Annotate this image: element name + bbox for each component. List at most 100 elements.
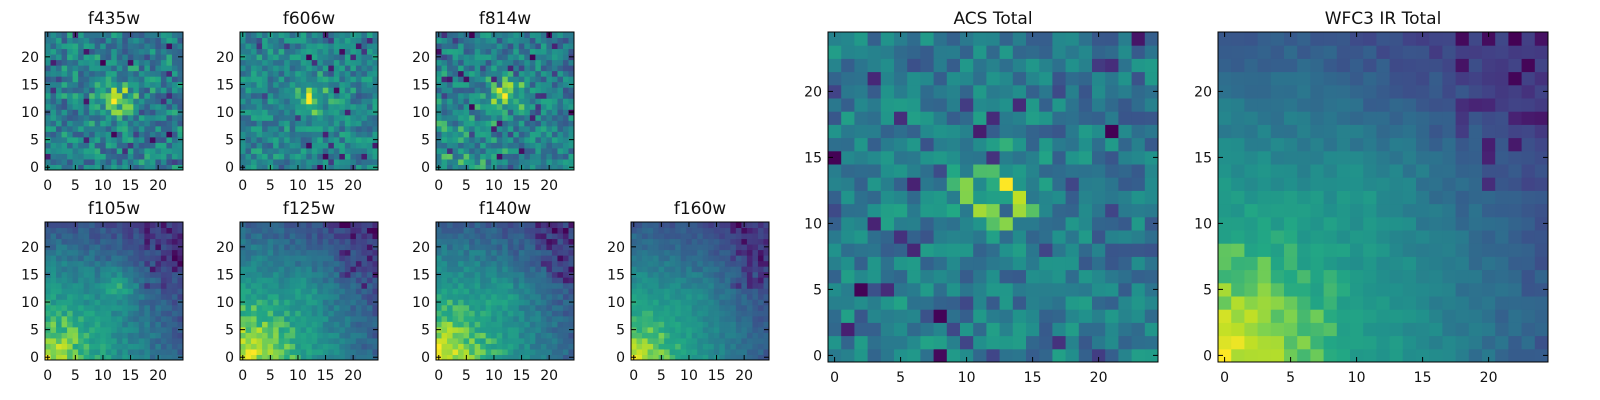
heatmap-cell <box>463 277 470 284</box>
heatmap-cell <box>284 70 291 77</box>
heatmap-cell <box>361 255 368 262</box>
heatmap-cell <box>267 343 274 350</box>
heatmap-cell <box>155 147 162 154</box>
heatmap-cell <box>474 348 481 355</box>
heatmap-cell <box>300 125 307 132</box>
heatmap-cell <box>61 337 68 344</box>
heatmap-cell <box>474 238 481 245</box>
heatmap-cell <box>317 337 324 344</box>
heatmap-cell <box>149 354 156 361</box>
heatmap-cell <box>361 249 368 256</box>
heatmap-cell <box>485 164 492 171</box>
heatmap-cell <box>719 315 726 322</box>
heatmap-cell <box>686 233 693 240</box>
heatmap-cell <box>551 288 558 295</box>
heatmap-cell <box>344 65 351 72</box>
heatmap-cell <box>50 48 57 55</box>
heatmap-cell <box>735 293 742 300</box>
heatmap-cell <box>295 348 302 355</box>
heatmap-cell <box>289 70 296 77</box>
heatmap-cell <box>708 288 715 295</box>
heatmap-cell <box>306 70 313 77</box>
heatmap-cell <box>551 271 558 278</box>
heatmap-cell <box>1144 309 1159 323</box>
heatmap-cell <box>697 310 704 317</box>
heatmap-cell <box>529 43 536 50</box>
heatmap-cell <box>273 266 280 273</box>
heatmap-cell <box>697 343 704 350</box>
heatmap-cell <box>61 59 68 66</box>
heatmap-cell <box>502 282 509 289</box>
heatmap-cell <box>344 233 351 240</box>
heatmap-cell <box>133 48 140 55</box>
heatmap-cell <box>328 310 335 317</box>
heatmap-cell <box>251 293 258 300</box>
heatmap-cell <box>480 233 487 240</box>
heatmap-cell <box>160 222 167 229</box>
heatmap-cell <box>350 288 357 295</box>
heatmap-cell <box>724 321 731 328</box>
x-tick-label: 5 <box>462 178 471 194</box>
heatmap-cell <box>245 109 252 116</box>
heatmap-cell <box>160 343 167 350</box>
heatmap-cell <box>540 147 547 154</box>
heatmap-cell <box>284 158 291 165</box>
heatmap-cell <box>245 321 252 328</box>
heatmap-cell <box>78 282 85 289</box>
heatmap-cell <box>339 164 346 171</box>
heatmap-cell <box>441 244 448 251</box>
heatmap-cell <box>322 147 329 154</box>
heatmap-cell <box>306 65 313 72</box>
heatmap-cell <box>463 310 470 317</box>
heatmap-cell <box>111 70 118 77</box>
heatmap-cell <box>289 142 296 149</box>
heatmap-cell <box>355 125 362 132</box>
heatmap-cell <box>306 321 313 328</box>
heatmap-cell <box>1065 335 1080 350</box>
heatmap-cell <box>562 114 569 121</box>
x-tick-label: 20 <box>344 368 362 384</box>
heatmap-cell <box>61 288 68 295</box>
heatmap-cell <box>133 260 140 267</box>
heatmap-cell <box>529 222 536 229</box>
heatmap-cell <box>61 43 68 50</box>
heatmap-cell <box>642 260 649 267</box>
heatmap-cell <box>686 348 693 355</box>
heatmap-cell <box>496 65 503 72</box>
x-tick-label: 10 <box>485 178 503 194</box>
heatmap-cell <box>344 32 351 39</box>
heatmap-cell <box>502 337 509 344</box>
heatmap-cell <box>100 332 107 339</box>
heatmap-cell <box>724 354 731 361</box>
heatmap-cell <box>166 76 173 83</box>
heatmap-cell <box>540 54 547 61</box>
heatmap-cell <box>708 326 715 333</box>
heatmap-cell <box>502 348 509 355</box>
heatmap-cell <box>529 271 536 278</box>
heatmap-cell <box>366 109 373 116</box>
heatmap-cell <box>267 98 274 105</box>
heatmap-cell <box>485 125 492 132</box>
heatmap-cell <box>568 120 575 127</box>
heatmap-cell <box>469 37 476 44</box>
heatmap-cell <box>177 114 184 121</box>
heatmap-cell <box>1092 282 1106 297</box>
heatmap-cell <box>240 321 247 328</box>
heatmap-cell <box>524 114 531 121</box>
heatmap-cell <box>317 244 324 251</box>
heatmap-cell <box>1144 322 1159 337</box>
heatmap-cell <box>45 98 52 105</box>
heatmap-cell <box>251 54 258 61</box>
heatmap-cell <box>746 354 753 361</box>
heatmap-cell <box>741 299 748 306</box>
heatmap-cell <box>502 32 509 39</box>
heatmap-cell <box>452 227 459 234</box>
heatmap-cell <box>524 103 531 110</box>
heatmap-cell <box>105 158 112 165</box>
heatmap-cell <box>251 43 258 50</box>
heatmap-cell <box>474 76 481 83</box>
heatmap-cell <box>306 332 313 339</box>
heatmap-cell <box>295 337 302 344</box>
heatmap-cell <box>160 260 167 267</box>
heatmap-cell <box>256 266 263 273</box>
